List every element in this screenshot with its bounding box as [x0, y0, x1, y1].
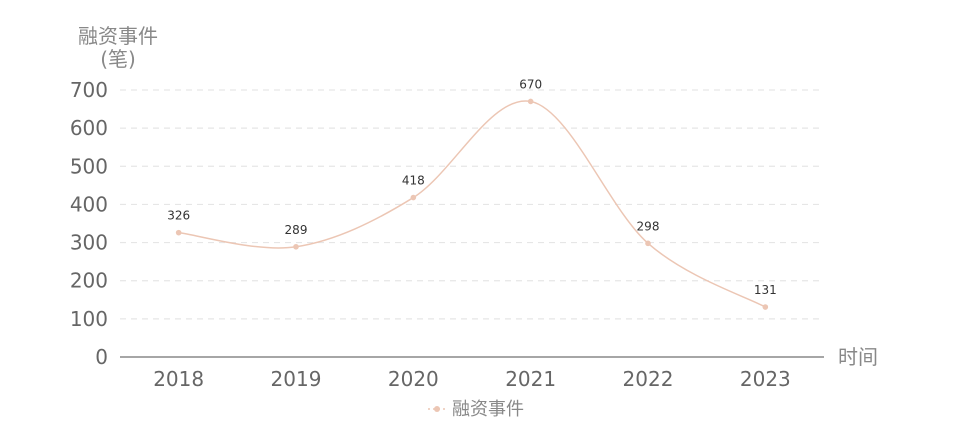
data-point[interactable]: [762, 304, 769, 310]
data-point[interactable]: [410, 194, 417, 201]
grid-lines: [120, 89, 824, 320]
y-tick-label: 0: [95, 345, 108, 369]
data-label: 298: [637, 219, 660, 233]
data-label: 418: [402, 174, 425, 188]
x-tick-label: 2019: [271, 367, 322, 391]
data-point[interactable]: [293, 243, 299, 250]
data-point[interactable]: [645, 240, 651, 247]
y-tick-label: 300: [70, 231, 108, 255]
x-axis-label: 时间: [838, 345, 878, 369]
y-tick-label: 500: [70, 154, 108, 178]
y-tick-label: 700: [70, 78, 108, 102]
data-label: 131: [754, 283, 777, 297]
data-label: 326: [167, 209, 190, 223]
data-label: 670: [519, 77, 542, 91]
data-label: 289: [285, 223, 308, 237]
data-point[interactable]: [527, 98, 534, 105]
legend[interactable]: 融资事件: [428, 399, 524, 420]
y-tick-label: 200: [70, 269, 108, 293]
y-axis-label-line1: 融资事件: [78, 24, 158, 48]
x-tick-label: 2021: [505, 367, 556, 391]
y-axis-label-line2: (笔): [100, 47, 136, 71]
y-tick-label: 100: [70, 307, 108, 331]
axes: 0 100 200 300 400 500 600 700 2018 2019 2020 2021 20…: [70, 78, 824, 391]
x-tick-label: 2018: [153, 367, 204, 391]
x-tick-label: 2020: [388, 367, 439, 391]
data-point[interactable]: [175, 229, 182, 236]
series-lines: 326 289 418 670 298 131: [167, 77, 777, 310]
x-tick-label: 2022: [623, 367, 674, 391]
legend-label: 融资事件: [452, 399, 524, 420]
y-tick-label: 600: [70, 116, 108, 140]
x-tick-label: 2023: [740, 367, 791, 391]
legend-swatch: [428, 406, 446, 412]
y-tick-label: 400: [70, 192, 108, 216]
